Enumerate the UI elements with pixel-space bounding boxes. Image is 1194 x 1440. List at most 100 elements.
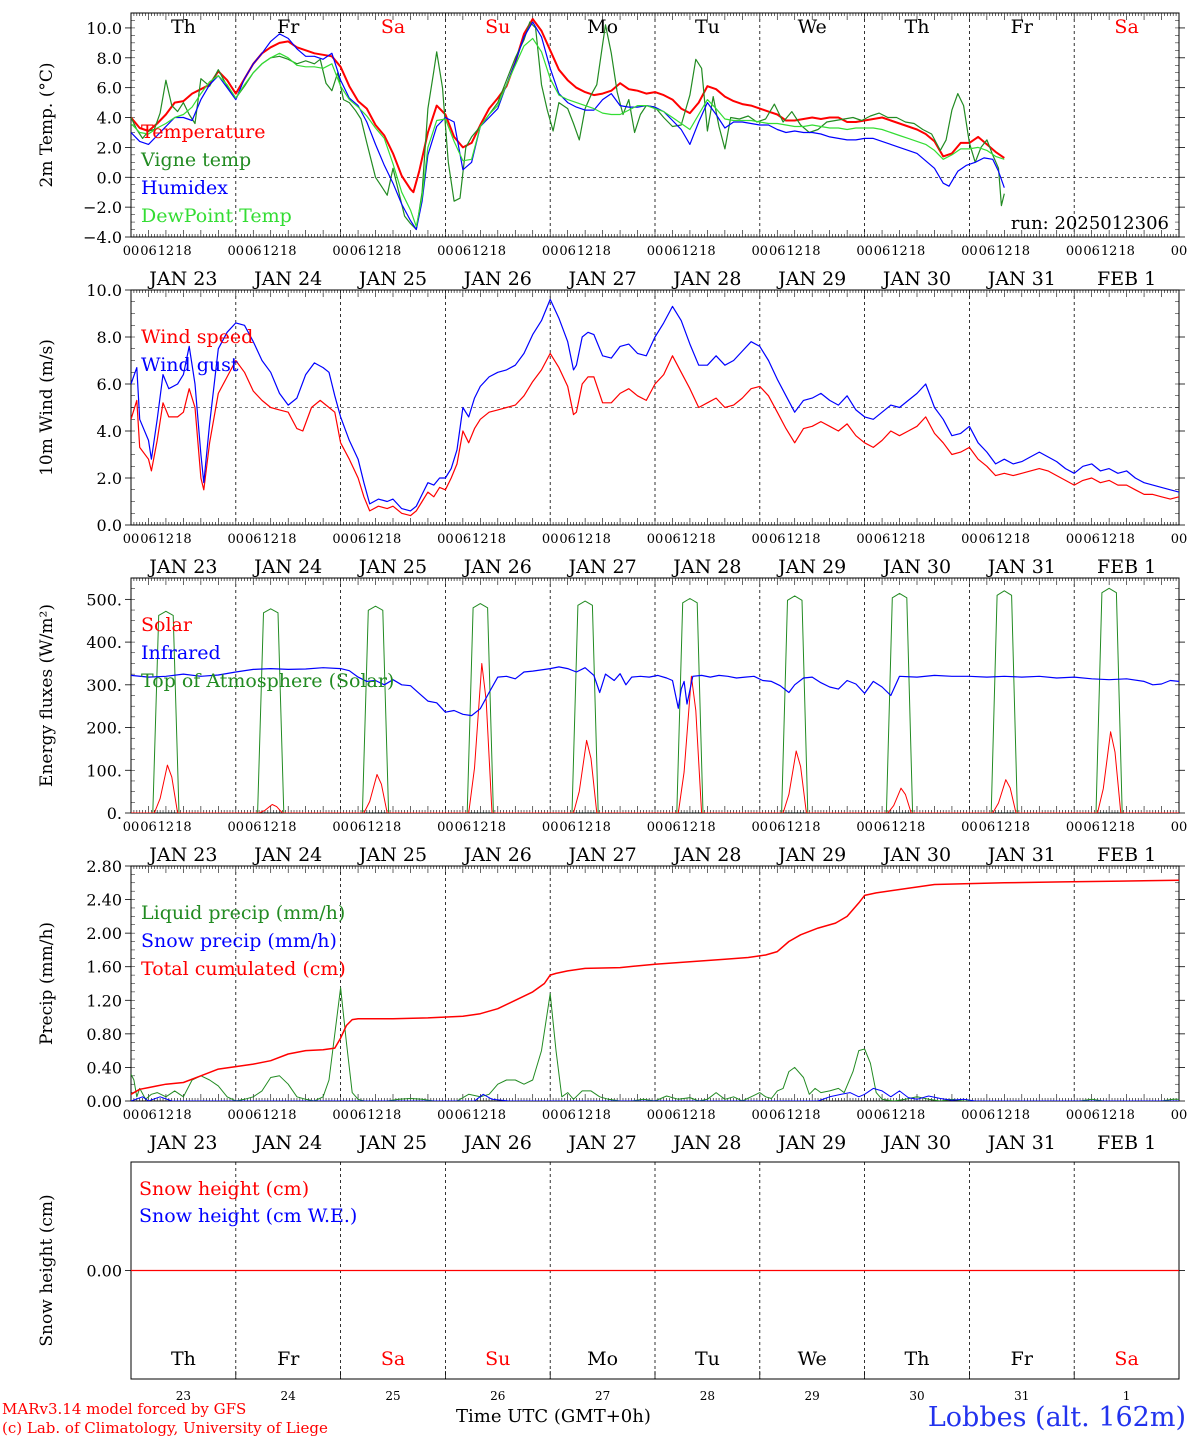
legend-entry: Temperature: [141, 121, 265, 143]
hour-tick-label: 00: [437, 820, 454, 835]
hour-tick-label: 00: [332, 532, 349, 547]
hour-tick-label: 06: [559, 244, 576, 259]
legend-entry: Wind speed: [141, 326, 253, 348]
series-line-vigne-temp: [131, 21, 1005, 231]
day-number-label: 28: [700, 1389, 715, 1403]
weekday-label: Sa: [1114, 1348, 1138, 1370]
hour-tick-label: 00: [228, 820, 245, 835]
y-tick-label: 4.0: [97, 422, 122, 441]
hour-tick-label: 06: [874, 820, 891, 835]
hour-tick-label: 12: [158, 532, 175, 547]
weekday-label: Mo: [587, 16, 618, 38]
date-label: JAN 26: [462, 844, 532, 866]
hour-tick-label: 06: [769, 820, 786, 835]
hour-tick-label: 18: [175, 1108, 192, 1123]
y-tick-label: 10.0: [86, 19, 122, 38]
date-label: FEB 1: [1097, 1132, 1156, 1154]
date-label: JAN 24: [252, 268, 322, 290]
hour-tick-label: 00: [752, 820, 769, 835]
footer: MARv3.14 model forced by GFS (c) Lab. of…: [0, 1398, 1194, 1440]
hour-tick-label: 12: [158, 244, 175, 259]
run-label: run: 2025012306: [1011, 213, 1169, 234]
date-label: JAN 26: [462, 1132, 532, 1154]
hour-tick-label: 12: [577, 820, 594, 835]
hour-tick-label: 12: [367, 1108, 384, 1123]
legend-entry: Wind gust: [141, 354, 239, 376]
hour-tick-label: 12: [682, 1108, 699, 1123]
y-tick-label: 2.40: [86, 891, 122, 910]
hour-tick-label: 18: [1118, 244, 1135, 259]
day-number-label: 30: [909, 1389, 924, 1403]
hour-tick-label: 06: [979, 244, 996, 259]
hour-tick-label: 00: [1066, 1108, 1083, 1123]
hour-tick-label: 00: [1066, 532, 1083, 547]
hour-tick-label: 00: [752, 532, 769, 547]
hour-tick-label: 12: [996, 532, 1013, 547]
date-label: JAN 30: [881, 556, 951, 578]
hour-tick-label: 06: [874, 532, 891, 547]
y-tick-label: 200.: [86, 719, 122, 738]
hour-tick-label: 06: [350, 244, 367, 259]
hour-tick-label: 00: [856, 244, 873, 259]
date-label: JAN 27: [567, 556, 637, 578]
xaxis-title: Time UTC (GMT+0h): [456, 1406, 651, 1427]
weekday-label: Fr: [277, 1348, 300, 1370]
day-number-label: 25: [385, 1389, 400, 1403]
day-number-label: 1: [1123, 1389, 1131, 1403]
hour-tick-label: 00: [228, 1108, 245, 1123]
hour-tick-label: 00: [332, 244, 349, 259]
series-group: [131, 587, 1179, 813]
weekday-label: Su: [485, 1348, 510, 1370]
date-label: FEB 1: [1097, 844, 1156, 866]
series-line-infrared: [131, 666, 1179, 717]
hour-tick-label: 00: [123, 244, 140, 259]
y-tick-label: 6.0: [97, 375, 122, 394]
y-tick-label: 0.00: [86, 1262, 122, 1281]
station-name: Lobbes (alt. 162m): [927, 1402, 1186, 1433]
weekday-label: Th: [905, 16, 930, 38]
hour-tick-label: 00: [961, 244, 978, 259]
hour-tick-label: 06: [140, 244, 157, 259]
hour-tick-label: 06: [1083, 532, 1100, 547]
y-tick-label: 0.80: [86, 1025, 122, 1044]
date-label: JAN 25: [357, 268, 427, 290]
hour-tick-label: 06: [1083, 820, 1100, 835]
date-label: JAN 30: [881, 268, 951, 290]
y-tick-label: 0.40: [86, 1058, 122, 1077]
date-label: FEB 1: [1097, 268, 1156, 290]
y-tick-label: 300.: [86, 676, 122, 695]
hour-tick-label: 12: [577, 244, 594, 259]
hour-tick-label: 00: [961, 1108, 978, 1123]
hour-tick-label: 18: [385, 820, 402, 835]
date-label: JAN 23: [147, 1132, 217, 1154]
legend-entry: Snow height (cm W.E.): [139, 1205, 357, 1227]
hour-tick-label: 12: [367, 244, 384, 259]
hour-tick-label: 00: [123, 1108, 140, 1123]
series-line-total-cumulated-cm-: [131, 879, 1179, 1095]
hour-tick-label: 18: [175, 532, 192, 547]
y-tick-label: −4.0: [83, 228, 122, 247]
hour-tick-label: 00: [542, 532, 559, 547]
date-label: JAN 31: [986, 1132, 1056, 1154]
hour-tick-label: 12: [1101, 820, 1118, 835]
hour-tick-label: 12: [577, 1108, 594, 1123]
hour-tick-label: 00: [1066, 820, 1083, 835]
weekday-label: Sa: [381, 1348, 405, 1370]
weekday-label: We: [798, 1348, 827, 1370]
series-group: [131, 18, 1005, 231]
y-tick-label: 8.0: [97, 49, 122, 68]
hour-tick-label: 18: [490, 244, 507, 259]
y-tick-label: 0.0: [97, 168, 122, 187]
hour-tick-label: 12: [891, 532, 908, 547]
weekday-label: Mo: [587, 1348, 618, 1370]
hour-tick-label: 00: [228, 532, 245, 547]
hour-tick-label: 00: [647, 1108, 664, 1123]
hour-tick-label: 12: [891, 244, 908, 259]
legend-entry: Infrared: [141, 642, 221, 664]
hour-tick-label: 06: [769, 244, 786, 259]
credit-line-2: (c) Lab. of Climatology, University of L…: [2, 1419, 328, 1437]
series-line-wind-speed: [131, 352, 1179, 517]
weekday-label: Fr: [277, 16, 300, 38]
hour-tick-label: 06: [559, 820, 576, 835]
date-label: JAN 29: [776, 844, 846, 866]
